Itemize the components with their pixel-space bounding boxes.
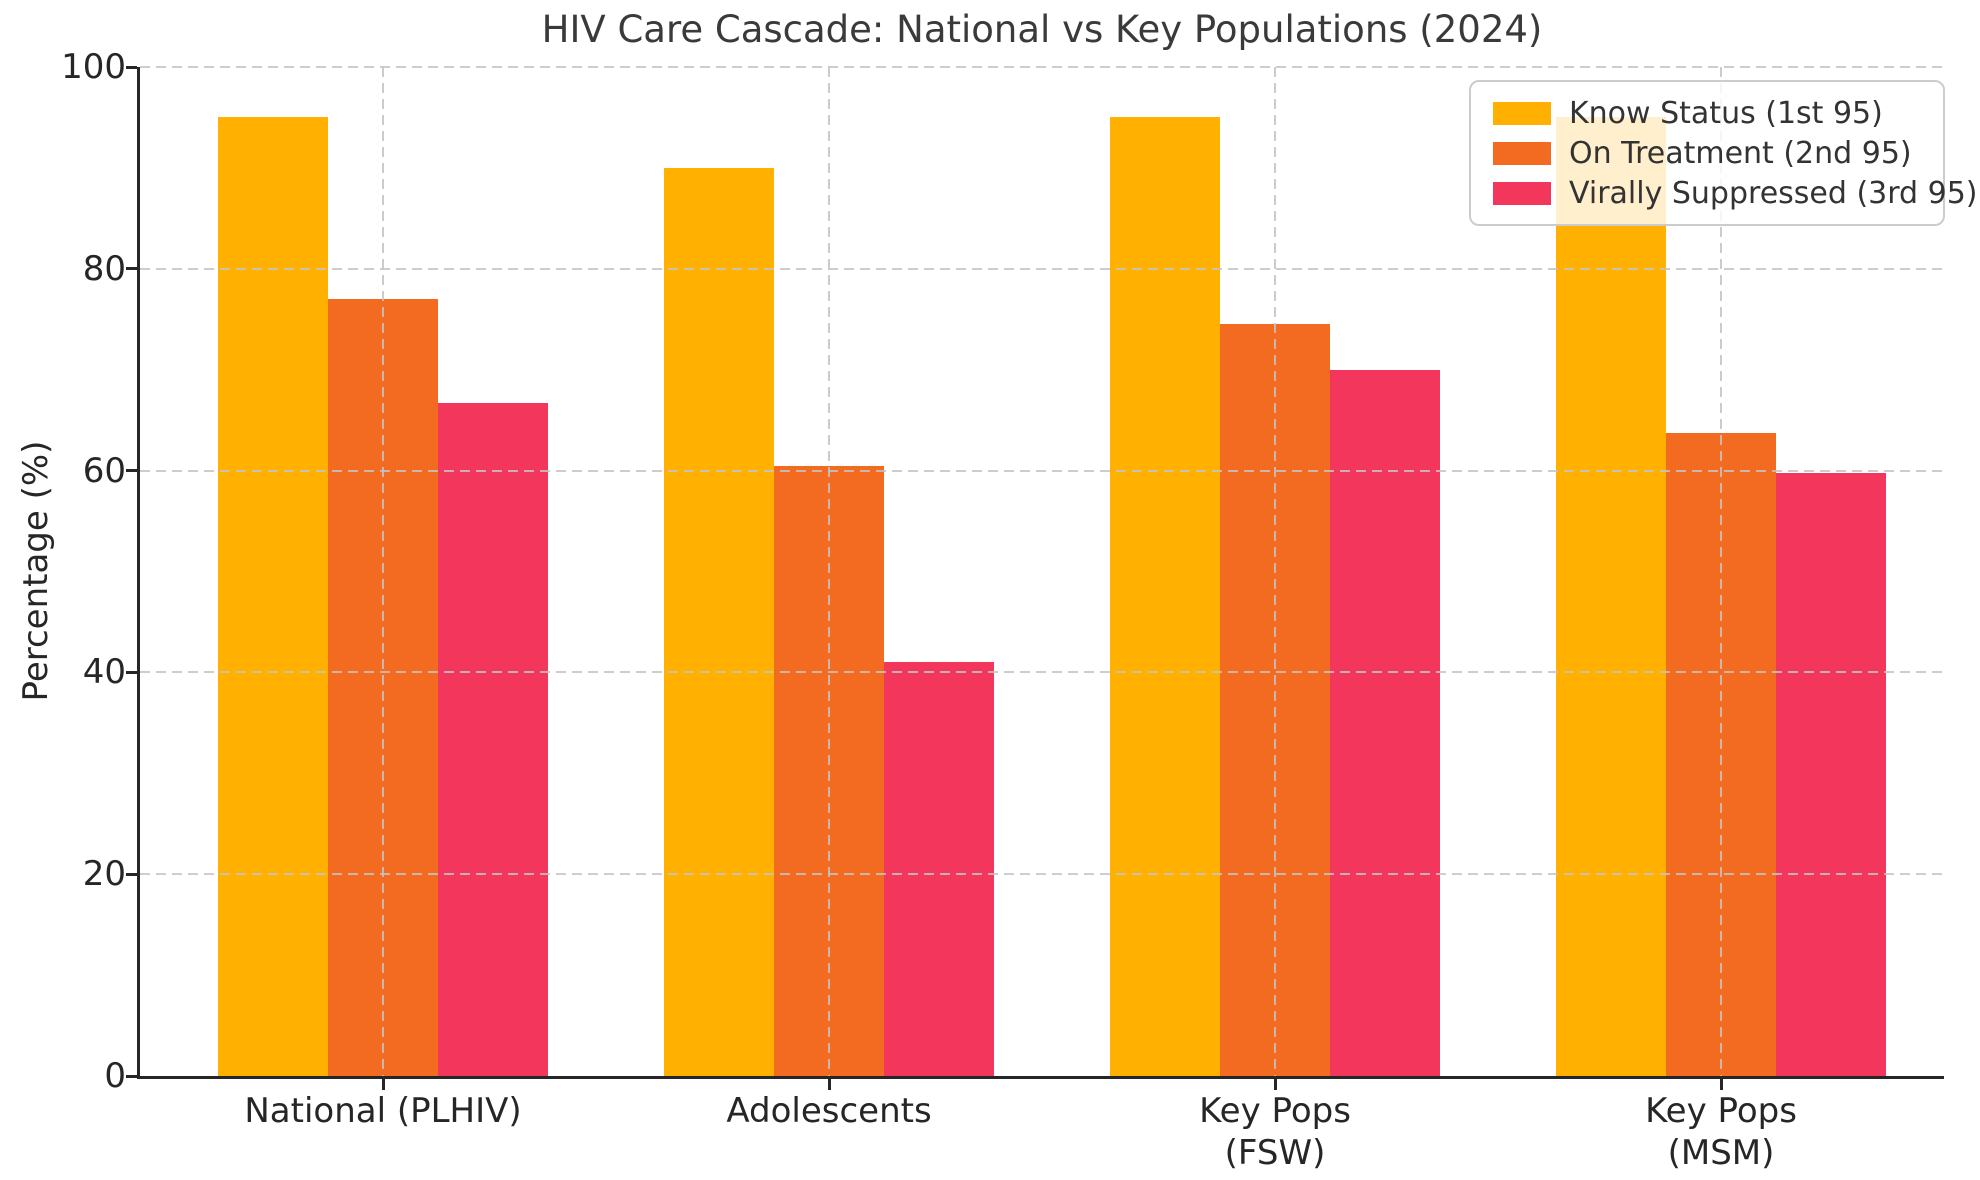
legend-swatch-on-treatment-2nd-95: [1493, 141, 1551, 165]
left-spine: [137, 67, 140, 1079]
legend-item: Know Status (1st 95): [1485, 94, 1929, 132]
y-tick-label: 40: [82, 652, 126, 693]
y-tick-label: 20: [82, 854, 126, 895]
gridline-y-20: [140, 873, 1944, 876]
bar-virally-suppressed-3rd-95: [884, 662, 994, 1076]
y-tick-label: 100: [61, 47, 126, 87]
gridline-y-100: [140, 66, 1944, 68]
x-tick-label: Key Pops (FSW): [1199, 1091, 1351, 1173]
bar-know-status-1st-95: [1556, 117, 1666, 1076]
y-tick-60: [126, 469, 137, 473]
legend-label: Know Status (1st 95): [1569, 95, 1883, 131]
bar-know-status-1st-95: [218, 117, 328, 1076]
y-tick-label: 60: [82, 450, 126, 491]
x-tick-label: National (PLHIV): [244, 1091, 522, 1131]
legend-label: On Treatment (2nd 95): [1569, 135, 1912, 171]
gridline-x-2: [1274, 67, 1276, 1076]
legend-item: Virally Suppressed (3rd 95): [1485, 174, 1978, 212]
plot-area: [140, 66, 1944, 1076]
legend-swatch-know-status-1st-95: [1493, 101, 1551, 125]
gridline-y-80: [140, 267, 1944, 270]
y-tick-label: 80: [82, 248, 126, 289]
y-tick-20: [126, 872, 137, 876]
bar-virally-suppressed-3rd-95: [1330, 369, 1440, 1076]
legend-label: Virally Suppressed (3rd 95): [1569, 175, 1978, 211]
legend: Know Status (1st 95) On Treatment (2nd 95…: [1469, 80, 1978, 226]
y-tick-40: [126, 670, 137, 674]
legend-swatch-virally-suppressed-3rd-95: [1493, 181, 1551, 205]
bottom-spine: [137, 1076, 1944, 1079]
bar-know-status-1st-95: [664, 167, 774, 1076]
bar-virally-suppressed-3rd-95: [1776, 472, 1886, 1076]
bar-know-status-1st-95: [1110, 117, 1220, 1076]
y-tick-0: [126, 1074, 137, 1078]
x-tick-label: Key Pops (MSM): [1645, 1091, 1797, 1173]
bar-virally-suppressed-3rd-95: [438, 403, 548, 1076]
gridline-x-0: [382, 67, 384, 1076]
gridline-y-60: [140, 469, 1944, 472]
gridline-x-3: [1720, 67, 1722, 1076]
x-tick-2: [1273, 1079, 1277, 1090]
y-tick-label: 0: [104, 1056, 126, 1096]
y-tick-100: [126, 65, 137, 69]
y-tick-80: [126, 267, 137, 271]
x-tick-label: Adolescents: [726, 1091, 932, 1131]
legend-item: On Treatment (2nd 95): [1485, 134, 1929, 172]
chart-title: HIV Care Cascade: National vs Key Popula…: [541, 8, 1543, 51]
gridline-y-40: [140, 671, 1944, 674]
gridline-x-1: [828, 67, 830, 1076]
x-tick-0: [381, 1079, 385, 1090]
x-tick-3: [1719, 1079, 1723, 1090]
x-tick-1: [827, 1079, 831, 1090]
